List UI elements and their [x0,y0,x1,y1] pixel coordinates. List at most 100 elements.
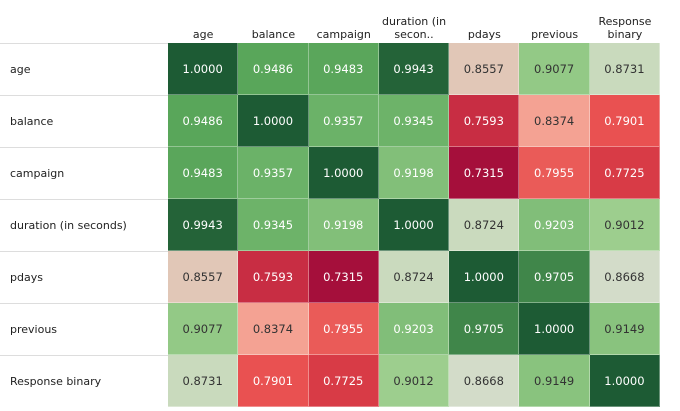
heatmap-cell: 0.7955 [308,303,379,355]
heatmap-cell: 0.9345 [378,95,450,147]
row-label: balance [0,95,168,147]
cell-label: 0.9149 [534,373,575,388]
column-header: pdays [467,28,501,41]
column-header: campaign [316,28,371,41]
heatmap-cell: 0.8374 [238,303,309,355]
heatmap-cell: 0.9198 [308,199,379,251]
cell-label: 0.8668 [463,373,504,388]
cell-label: 1.0000 [252,113,294,128]
heatmap-cell: 1.0000 [308,147,379,199]
heatmap-cell: 0.9077 [519,43,590,95]
heatmap-cell: 1.0000 [378,199,450,251]
heatmap-cell: 0.7315 [308,251,379,303]
heatmap-cell: 0.9943 [168,199,239,251]
heatmap-cell: 0.7725 [589,147,661,199]
cell-label: 0.9486 [252,61,294,76]
cell-label: 0.9345 [252,217,294,232]
row-label: pdays [0,251,168,303]
cell-label: 1.0000 [182,61,223,76]
row-label: age [0,43,168,95]
cell-label: 0.8724 [393,269,434,284]
heatmap-cell: 0.9483 [308,43,379,95]
heatmap-cell: 0.8724 [449,199,520,251]
cell-label: 0.7315 [463,165,504,180]
heatmap-cell: 0.9705 [519,251,590,303]
cell-label: 0.9203 [393,321,434,336]
heatmap-cell: 0.9203 [378,303,450,355]
heatmap-cell: 0.7901 [238,355,309,407]
heatmap-cell: 1.0000 [589,355,661,407]
heatmap-cell: 0.7725 [308,355,379,407]
cell-label: 0.8374 [534,113,575,128]
heatmap-cell: 0.9149 [519,355,590,407]
cell-label: 0.9357 [252,165,294,180]
cell-label: 0.9486 [182,113,223,128]
heatmap-cell: 0.8557 [168,251,239,303]
cell-label: 0.9483 [323,61,364,76]
heatmap-cell: 0.8731 [589,43,661,95]
heatmap-cell: 0.9943 [378,43,450,95]
heatmap-cell: 0.9486 [168,95,239,147]
corner [0,0,168,43]
heatmap-cell: 0.9198 [378,147,450,199]
cell-label: 1.0000 [463,269,504,284]
heatmap-cell: 1.0000 [168,43,239,95]
cell-label: 1.0000 [604,373,645,388]
cell-label: 0.7593 [252,269,294,284]
heatmap-cell: 1.0000 [238,95,309,147]
cell-label: 0.9943 [182,217,223,232]
cell-label: 0.9203 [534,217,575,232]
heatmap-cell: 0.7593 [238,251,309,303]
heatmap-cell: 0.9345 [238,199,309,251]
heatmap-cell: 0.8731 [168,355,239,407]
heatmap-cell: 1.0000 [449,251,520,303]
heatmap-cell: 0.9486 [238,43,309,95]
cell-label: 1.0000 [534,321,575,336]
cell-label: 0.9357 [323,113,364,128]
heatmap-cell: 0.7315 [449,147,520,199]
cell-label: 0.8668 [604,269,645,284]
heatmap-cell: 0.7955 [519,147,590,199]
heatmap-cell: 0.8374 [519,95,590,147]
row-label: Response binary [0,355,168,407]
column-header: previous [531,28,579,41]
row-label: previous [0,303,168,355]
cell-label: 0.7593 [463,113,504,128]
heatmap-cell: 0.9012 [589,199,661,251]
cell-label: 0.7315 [323,269,364,284]
heatmap-cell: 0.9357 [308,95,379,147]
heatmap-cell: 0.9012 [378,355,450,407]
cell-label: 0.9705 [534,269,575,284]
cell-label: 0.8731 [604,61,645,76]
cell-label: 0.8557 [463,61,504,76]
cell-label: 0.7901 [252,373,294,388]
cell-label: 0.9077 [534,61,575,76]
cell-label: 0.7955 [323,321,364,336]
cell-label: 0.7901 [604,113,645,128]
cell-label: 0.9345 [393,113,434,128]
cell-label: 0.9705 [463,321,504,336]
cell-label: 0.9012 [604,217,645,232]
heatmap-cell: 0.8668 [589,251,661,303]
column-header: age [192,28,214,41]
heatmap-cell: 0.7593 [449,95,520,147]
cell-label: 0.8557 [182,269,223,284]
cell-label: 0.9077 [182,321,223,336]
heatmap-cell: 0.9357 [238,147,309,199]
cell-label: 0.9149 [604,321,645,336]
heatmap-cell: 0.7901 [589,95,661,147]
heatmap-cell: 0.9149 [589,303,661,355]
row-label: campaign [0,147,168,199]
cell-label: 1.0000 [393,217,434,232]
cell-label: 0.7725 [323,373,364,388]
cell-label: 0.8724 [463,217,504,232]
heatmap-cell: 0.9077 [168,303,239,355]
cell-label: 1.0000 [323,165,364,180]
column-header: Response binary [598,15,652,41]
heatmap-cell: 0.8668 [449,355,520,407]
cell-label: 0.8731 [182,373,223,388]
cell-label: 0.9943 [393,61,434,76]
cell-label: 0.8374 [252,321,294,336]
cell-label: 0.7955 [534,165,575,180]
